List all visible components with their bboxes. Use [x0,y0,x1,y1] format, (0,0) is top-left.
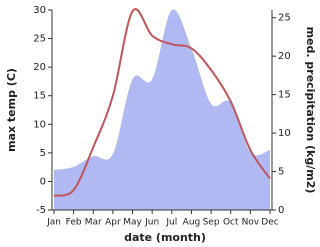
y-tick-label: 30 [33,5,46,16]
y2-tick-label: 20 [278,51,291,62]
x-tick-label: Feb [66,218,82,228]
x-tick-label: Aug [183,218,201,228]
y-tick-label: -5 [36,205,46,216]
y2-axis-label: med. precipitation (kg/m2) [304,27,317,194]
y-tick-label: 15 [33,91,46,102]
y-tick-label: 10 [33,119,46,130]
x-tick-label: Mar [85,218,102,228]
x-axis-label: date (month) [124,231,206,244]
y-tick-label: 25 [33,34,46,45]
y2-tick-label: 15 [278,90,291,101]
x-tick-label: Jul [165,218,177,228]
x-tick-label: Oct [223,218,239,228]
precipitation-area [54,9,270,211]
y-tick-label: 20 [33,62,46,73]
x-tick-label: Jun [144,218,159,228]
x-tick-label: Jan [46,218,61,228]
x-tick-label: Sep [203,218,220,228]
y2-tick-label: 10 [278,128,291,139]
x-tick-label: Nov [242,218,260,228]
x-tick-label: May [123,218,142,228]
y-axis-label: max temp (C) [5,68,18,152]
temperature-line [53,8,271,197]
y2-tick-label: 5 [278,167,284,178]
y-tick-label: 5 [40,148,46,159]
y2-tick-label: 25 [278,13,291,24]
x-tick-label: Dec [261,218,278,228]
x-tick-label: Apr [105,218,121,228]
y-tick-label: 0 [40,176,46,187]
y2-tick-label: 0 [278,205,284,216]
